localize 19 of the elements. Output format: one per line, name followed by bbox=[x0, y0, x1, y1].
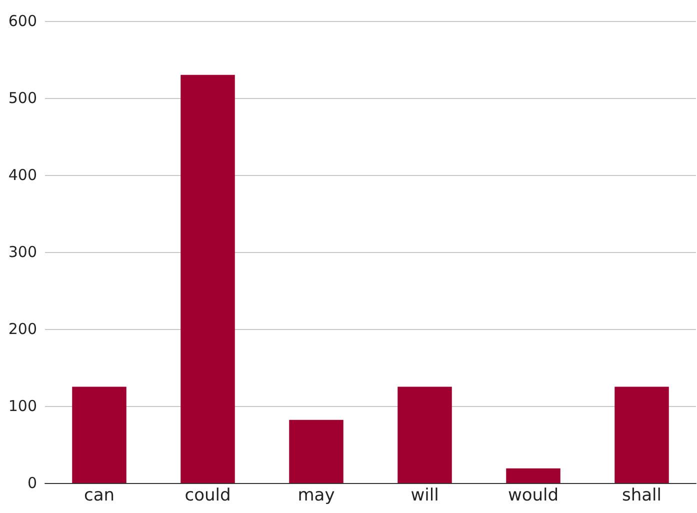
y-tick-label: 300 bbox=[8, 243, 37, 261]
bar bbox=[398, 386, 452, 483]
x-tick-label: could bbox=[184, 486, 231, 506]
y-tick-label: 500 bbox=[8, 89, 37, 107]
bar bbox=[506, 468, 560, 483]
x-tick-label: can bbox=[84, 486, 115, 506]
x-tick-label: would bbox=[508, 486, 559, 506]
bar bbox=[72, 386, 126, 483]
y-tick-label: 200 bbox=[8, 320, 37, 338]
bar bbox=[614, 386, 669, 483]
y-tick-label: 400 bbox=[8, 166, 37, 184]
x-tick-label: shall bbox=[622, 486, 662, 506]
y-tick-label: 0 bbox=[27, 474, 37, 492]
bar bbox=[289, 420, 344, 483]
x-tick-label: may bbox=[298, 486, 335, 506]
y-tick-label: 100 bbox=[8, 397, 37, 415]
y-tick-label: 600 bbox=[8, 12, 37, 30]
bar bbox=[180, 74, 235, 483]
x-tick-label: will bbox=[410, 486, 439, 506]
